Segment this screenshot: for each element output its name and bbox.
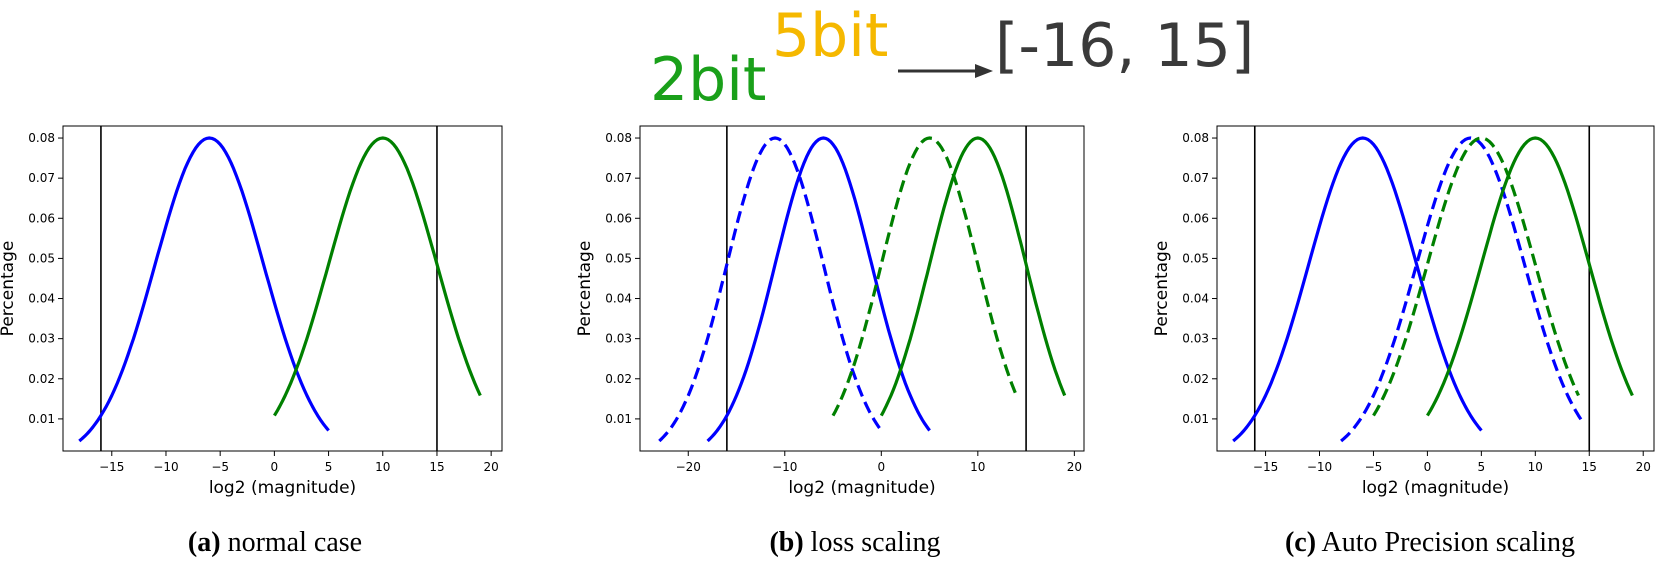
y-tick-label: 0.07: [28, 171, 55, 185]
series-line: [78, 136, 330, 443]
y-tick-label: 0.06: [1182, 211, 1209, 225]
panel-caption: (c) Auto Precision scaling: [1285, 527, 1575, 558]
y-tick-label: 0.02: [605, 372, 632, 386]
x-tick-label: −5: [1365, 460, 1383, 474]
x-tick-label: 5: [325, 460, 333, 474]
y-tick-label: 0.01: [605, 412, 632, 426]
x-tick-label: 15: [1582, 460, 1597, 474]
y-tick-label: 0.07: [1182, 171, 1209, 185]
y-tick-label: 0.05: [605, 251, 632, 265]
series-line: [879, 136, 1067, 417]
caption-label: (a): [188, 527, 221, 558]
x-tick-label: −5: [211, 460, 229, 474]
x-tick-label: 0: [877, 460, 885, 474]
y-tick-label: 0.08: [1182, 131, 1209, 145]
panel-c: 0.01 0.02 0.03 0.04 0.05 0.06 0.07 0.08 −15 −10 −5…: [1152, 125, 1655, 558]
x-tick-label: 20: [1636, 460, 1651, 474]
series-line: [706, 136, 931, 443]
x-tick-label: 0: [271, 460, 279, 474]
range-label: [-16, 15]: [995, 11, 1254, 81]
y-axis-label: Percentage: [0, 241, 18, 337]
y-tick-label: 0.07: [605, 171, 632, 185]
series-line: [1232, 136, 1483, 443]
header-annotation: 2bit 5bit [-16, 15]: [650, 1, 1254, 115]
y-tick-label: 0.08: [28, 131, 55, 145]
series-line: [831, 136, 1018, 417]
x-tick-label: 5: [1478, 460, 1486, 474]
x-axis-label: log2 (magnitude): [209, 478, 356, 498]
x-tick-label: −10: [772, 460, 797, 474]
series-group: [658, 136, 1067, 443]
x-tick-label: 10: [970, 460, 985, 474]
y-tick-label: 0.08: [605, 131, 632, 145]
y-tick-label: 0.01: [28, 412, 55, 426]
panel-caption: (b) loss scaling: [769, 527, 940, 558]
y-tick-label: 0.04: [28, 292, 55, 306]
caption-label: (c): [1285, 527, 1316, 558]
y-tick-label: 0.03: [605, 332, 632, 346]
y-tick-label: 0.06: [28, 211, 55, 225]
y-tick-label: 0.06: [605, 211, 632, 225]
x-tick-label: 10: [375, 460, 390, 474]
superscript-bit-label: 5bit: [772, 1, 888, 71]
series-line: [1340, 136, 1586, 443]
caption-text: normal case: [221, 527, 363, 558]
x-tick-label: 20: [1067, 460, 1082, 474]
x-tick-label: −20: [676, 460, 701, 474]
plot-frame: [1216, 125, 1655, 452]
y-tick-label: 0.05: [28, 251, 55, 265]
series-line: [658, 136, 883, 443]
y-tick-label: 0.02: [28, 372, 55, 386]
x-axis-label: log2 (magnitude): [788, 478, 935, 498]
y-axis-label: Percentage: [575, 241, 595, 337]
y-tick-label: 0.03: [28, 332, 55, 346]
y-axis-label: Percentage: [1152, 241, 1172, 337]
arrow-icon: [898, 64, 993, 78]
series-line: [1426, 136, 1634, 417]
x-tick-label: −15: [1253, 460, 1278, 474]
panel-a: 0.01 0.02 0.03 0.04 0.05 0.06 0.07 0.08 −15 −10 −5…: [0, 125, 503, 558]
y-tick-label: 0.04: [1182, 292, 1209, 306]
y-tick-label: 0.03: [1182, 332, 1209, 346]
panel-b: 0.01 0.02 0.03 0.04 0.05 0.06 0.07 0.08 −20 −10 0 1…: [575, 125, 1085, 558]
x-tick-label: −10: [1307, 460, 1332, 474]
x-axis-label: log2 (magnitude): [1362, 478, 1509, 498]
y-tick-label: 0.01: [1182, 412, 1209, 426]
caption-text: Auto Precision scaling: [1316, 527, 1575, 558]
y-tick-label: 0.02: [1182, 372, 1209, 386]
x-tick-label: 15: [429, 460, 444, 474]
y-tick-label: 0.04: [605, 292, 632, 306]
x-tick-label: −15: [99, 460, 124, 474]
panel-caption: (a) normal case: [188, 527, 362, 558]
x-tick-label: 0: [1424, 460, 1432, 474]
series-group: [78, 136, 482, 443]
caption-label: (b): [769, 527, 803, 558]
x-tick-label: 20: [484, 460, 499, 474]
base-bit-label: 2bit: [650, 45, 766, 115]
series-line: [1372, 136, 1580, 417]
x-tick-label: −10: [153, 460, 178, 474]
plot-frame: [62, 125, 503, 452]
caption-text: loss scaling: [804, 527, 941, 558]
series-group: [1232, 136, 1634, 443]
series-line: [273, 136, 482, 417]
y-tick-label: 0.05: [1182, 251, 1209, 265]
plot-frame: [639, 125, 1085, 452]
x-tick-label: 10: [1528, 460, 1543, 474]
